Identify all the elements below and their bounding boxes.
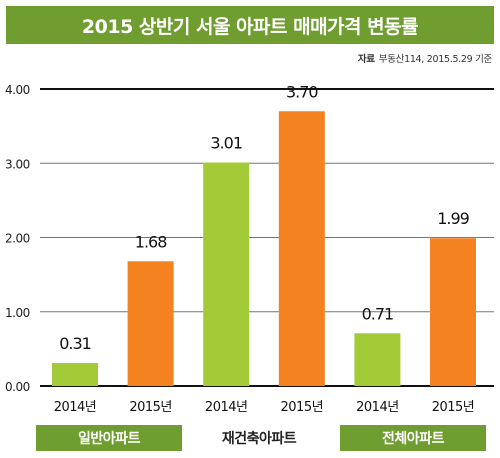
value-label: 3.70 xyxy=(286,82,318,101)
chart-title-bar: 2015 상반기 서울 아파트 매매가격 변동률 xyxy=(6,6,494,44)
chart-title: 2015 상반기 서울 아파트 매매가격 변동률 xyxy=(81,15,419,38)
category-label: 2014년 xyxy=(205,400,248,415)
group-label-general-apartment: 일반아파트 xyxy=(36,425,182,451)
y-tick-label: 1.00 xyxy=(5,306,30,320)
category-label: 2015년 xyxy=(129,400,172,415)
value-label: 1.99 xyxy=(437,209,469,228)
bar xyxy=(52,362,98,386)
value-label: 3.01 xyxy=(210,134,242,153)
bar xyxy=(127,261,174,386)
y-tick-label: 3.00 xyxy=(5,157,30,171)
source-note: 자료 부동산114, 2015.5.29 기준 xyxy=(358,51,492,65)
group-label-reconstruction-apartment: 재건축아파트 xyxy=(221,431,297,447)
bar xyxy=(430,238,476,386)
category-label: 2015년 xyxy=(432,400,475,415)
value-label: 0.31 xyxy=(59,334,91,353)
value-label: 1.68 xyxy=(135,232,167,251)
y-tick-label: 4.00 xyxy=(5,83,30,97)
bar xyxy=(278,111,325,387)
category-label: 2015년 xyxy=(281,400,324,415)
source-label: 자료 xyxy=(357,54,375,65)
category-label: 2014년 xyxy=(356,400,399,415)
y-tick-label: 0.00 xyxy=(5,380,30,394)
group-label-total-apartment: 전체아파트 xyxy=(340,425,486,451)
value-label: 0.71 xyxy=(362,304,394,323)
bar xyxy=(354,333,401,386)
y-tick-label: 2.00 xyxy=(5,232,30,246)
source-text: 부동산114, 2015.5.29 기준 xyxy=(378,54,493,65)
bar xyxy=(203,162,250,386)
category-label: 2014년 xyxy=(54,400,97,415)
